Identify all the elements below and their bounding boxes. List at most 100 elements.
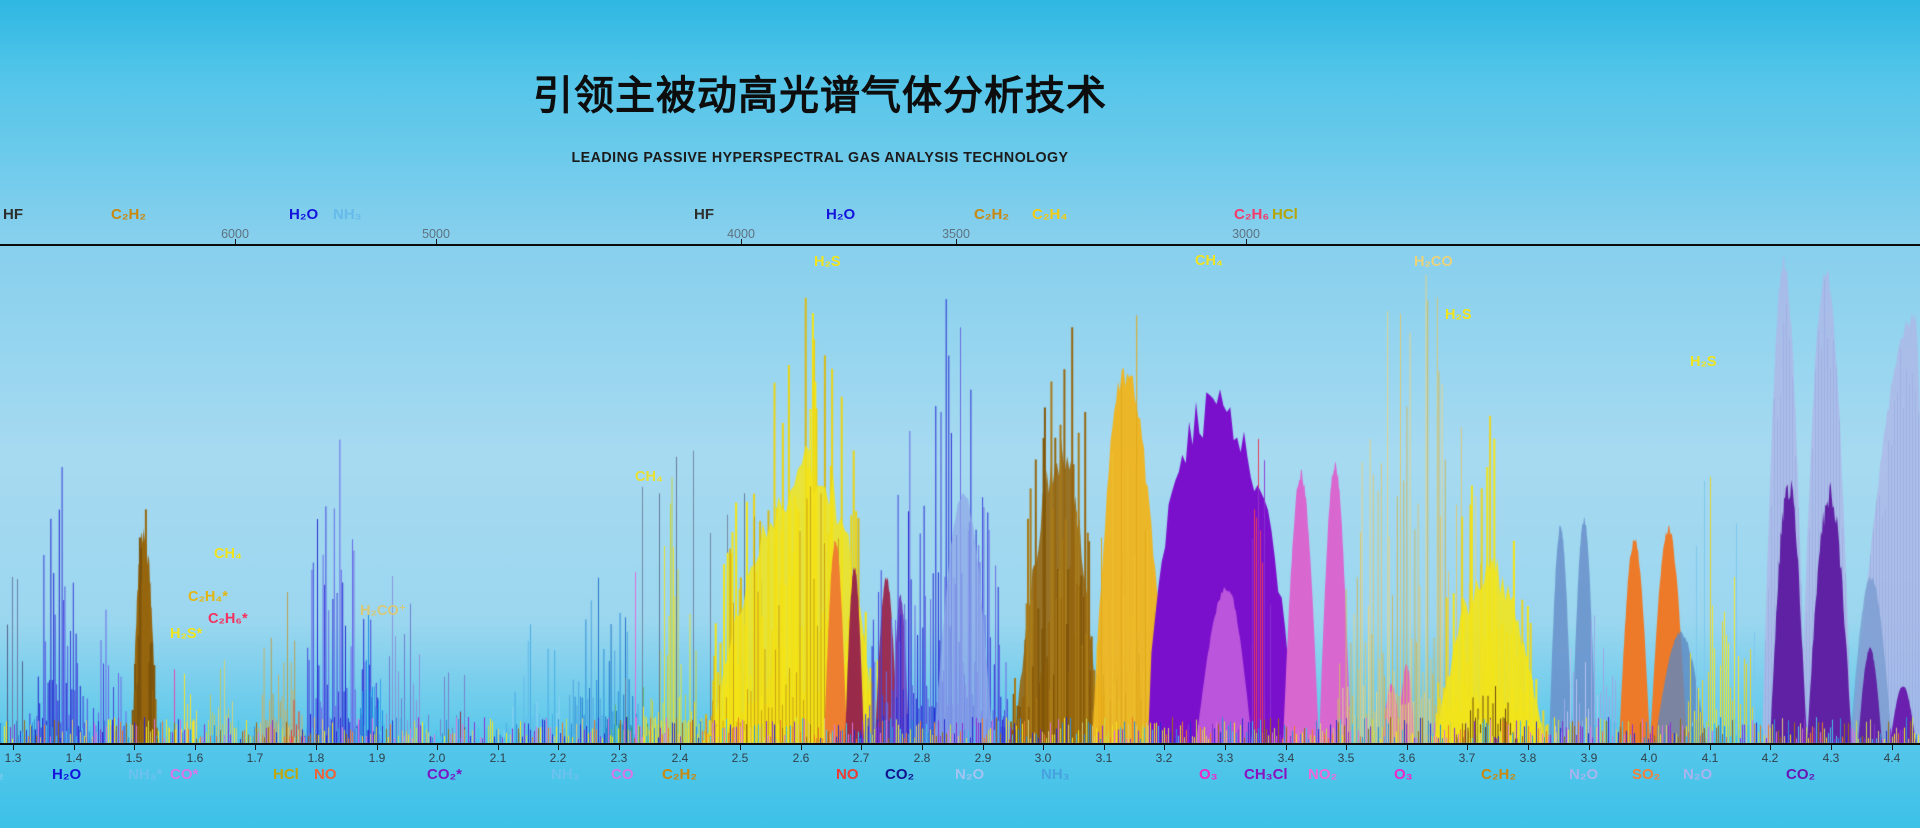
bottom-gas-NO: NO [836,766,859,783]
tick-label-2.6: 2.6 [792,751,810,765]
tick-label-4.2: 4.2 [1761,751,1779,765]
tick-label-3.6: 3.6 [1398,751,1416,765]
bottom-gas-₂: ₂ [0,766,4,783]
tick-label-1.4: 1.4 [65,751,83,765]
annotation-H₂S: H₂S [1690,354,1717,370]
tick-6000 [235,239,236,244]
tick-3.5 [1346,745,1347,750]
tick-3.6 [1407,745,1408,750]
tick-label-1.8: 1.8 [307,751,325,765]
top-gas-H₂O: H₂O [289,206,319,223]
annotation-CH₄: CH₄ [214,546,242,562]
tick-label-3.4: 3.4 [1277,751,1295,765]
bottom-gas-CO₂: CO₂ [1786,766,1816,783]
tick-4.0 [1649,745,1650,750]
bottom-gas-NH₃*: NH₃* [128,766,163,783]
tick-label-1.7: 1.7 [246,751,264,765]
tick-label-3.8: 3.8 [1519,751,1537,765]
tick-label-3.0: 3.0 [1034,751,1052,765]
tick-1.5 [134,745,135,750]
tick-label-3.3: 3.3 [1216,751,1234,765]
top-gas-C₂H₂: C₂H₂ [111,206,146,223]
tick-3.0 [1043,745,1044,750]
tick-label-1.5: 1.5 [125,751,143,765]
bottom-gas-NO₂: NO₂ [1308,766,1338,783]
annotation-CH₄: CH₄ [1195,253,1223,269]
bottom-gas-O₃: O₃ [1394,766,1413,783]
top-gas-C₂H₆: C₂H₆ [1234,206,1270,223]
bottom-gas-NH₃: NH₃ [551,766,580,783]
tick-1.3 [13,745,14,750]
tick-label-3.5: 3.5 [1337,751,1355,765]
tick-label-6000: 6000 [221,227,249,241]
tick-label-2.0: 2.0 [428,751,446,765]
bottom-gas-CO: CO [611,766,634,783]
tick-2.3 [619,745,620,750]
tick-label-1.9: 1.9 [368,751,386,765]
tick-2.5 [740,745,741,750]
tick-3.2 [1164,745,1165,750]
tick-2.7 [861,745,862,750]
bottom-gas-O₃: O₃ [1199,766,1218,783]
bottom-gas-H₂O: H₂O [52,766,82,783]
tick-1.4 [74,745,75,750]
tick-label-1.6: 1.6 [186,751,204,765]
bottom-gas-CH₃Cl: CH₃Cl [1244,766,1288,783]
annotation-H₂S*: H₂S* [170,626,203,642]
bottom-gas-NH₃: NH₃ [1041,766,1070,783]
tick-label-3.7: 3.7 [1458,751,1476,765]
tick-label-1.3: 1.3 [4,751,22,765]
tick-label-4.3: 4.3 [1822,751,1840,765]
tick-label-2.3: 2.3 [610,751,628,765]
top-gas-C₂H₂: C₂H₂ [974,206,1009,223]
tick-label-4000: 4000 [727,227,755,241]
annotation-CH₄: CH₄ [635,469,663,485]
tick-3500 [956,239,957,244]
tick-3.4 [1286,745,1287,750]
tick-label-4.4: 4.4 [1883,751,1901,765]
tick-3000 [1246,239,1247,244]
annotation-H₂CO⁺: H₂CO⁺ [360,603,407,619]
top-gas-NH₃: NH₃ [333,206,362,223]
tick-3.8 [1528,745,1529,750]
tick-1.7 [255,745,256,750]
tick-3.7 [1467,745,1468,750]
top-gas-HF: HF [694,206,714,223]
tick-label-4.1: 4.1 [1701,751,1719,765]
bottom-gas-NO: NO [314,766,337,783]
tick-2.2 [558,745,559,750]
tick-3.1 [1104,745,1105,750]
annotation-C₂H₄*: C₂H₄* [188,589,228,605]
bottom-gas-CO*: CO* [170,766,199,783]
tick-1.9 [377,745,378,750]
tick-label-2.9: 2.9 [974,751,992,765]
top-gas-C₂H₄: C₂H₄ [1032,206,1068,223]
tick-4.4 [1892,745,1893,750]
tick-label-5000: 5000 [422,227,450,241]
page-subtitle: LEADING PASSIVE HYPERSPECTRAL GAS ANALYS… [571,149,1069,166]
top-gas-HCl: HCl [1272,206,1298,223]
tick-2.6 [801,745,802,750]
bottom-gas-N₂O: N₂O [1683,766,1713,783]
tick-2.4 [680,745,681,750]
tick-label-2.7: 2.7 [852,751,870,765]
tick-label-3000: 3000 [1232,227,1260,241]
tick-5000 [436,239,437,244]
bottom-gas-N₂O: N₂O [1569,766,1599,783]
tick-label-2.4: 2.4 [671,751,689,765]
bottom-axis-line [0,743,1920,745]
tick-4000 [741,239,742,244]
tick-label-4.0: 4.0 [1640,751,1658,765]
tick-1.8 [316,745,317,750]
top-gas-HF: HF [3,206,23,223]
tick-label-3.9: 3.9 [1580,751,1598,765]
annotation-H₂S: H₂S [1445,307,1472,323]
tick-label-2.1: 2.1 [489,751,507,765]
tick-label-3.2: 3.2 [1155,751,1173,765]
tick-2.9 [983,745,984,750]
annotation-H₂CO: H₂CO [1414,254,1453,270]
annotation-H₂S: H₂S [814,254,841,270]
tick-4.2 [1770,745,1771,750]
tick-2.0 [437,745,438,750]
